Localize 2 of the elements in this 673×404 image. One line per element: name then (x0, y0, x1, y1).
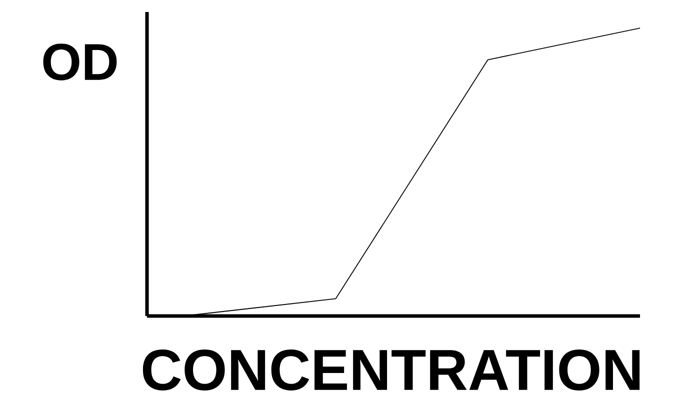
y-axis-title: OD (43, 44, 117, 80)
x-axis-title: CONCENTRATION (142, 350, 640, 390)
